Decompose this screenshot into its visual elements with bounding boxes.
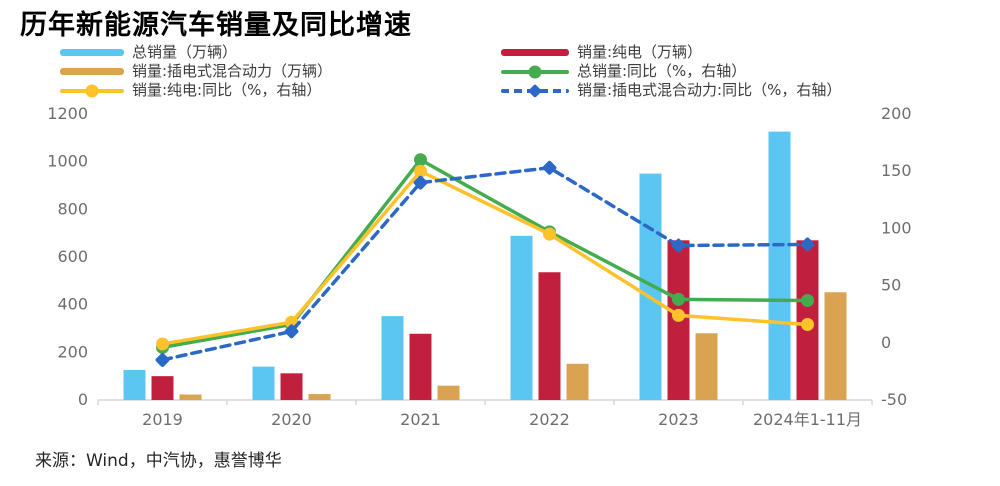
- legend-item-bev-yoy: 销量:纯电:同比（%，右轴）: [60, 82, 321, 99]
- bar-total-2020: [252, 366, 275, 400]
- x-axis-label-2020: 2020: [271, 410, 312, 429]
- bar-bev-2020: [280, 373, 303, 400]
- left-axis-label-200: 200: [57, 342, 88, 361]
- marker-phev_yoy-2019: [155, 353, 170, 367]
- line-total_yoy: [160, 158, 810, 350]
- bar-total-2022: [510, 235, 533, 400]
- marker-bev_yoy-2023: [672, 308, 685, 322]
- bar-total-2021: [381, 316, 404, 400]
- legend-line-swatch-total-yoy: [501, 63, 569, 80]
- x-axis-label-2021: 2021: [400, 410, 441, 429]
- bar-phev-2024年1-11月: [824, 292, 847, 400]
- marker-phev_yoy-2023: [671, 238, 686, 253]
- x-axis-label-2024年1-11月: 2024年1-11月: [753, 410, 862, 429]
- bar-bev-2022: [538, 272, 561, 400]
- bar-phev-2019: [179, 394, 202, 400]
- bar-total-2019: [123, 369, 146, 400]
- circle-marker-icon: [528, 65, 542, 78]
- sales-growth-combo-chart: 0 200 400 600 800 1000 1200 -50 0 50 100 150 200 2019…: [47, 104, 912, 429]
- legend-label-bev-yoy: 销量:纯电:同比（%，右轴）: [132, 81, 322, 99]
- marker-total_yoy-2023: [672, 292, 685, 306]
- bar-bev-2021: [409, 333, 432, 400]
- legend-bar-swatch-total: [60, 49, 124, 56]
- marker-bev_yoy-2021: [414, 164, 427, 178]
- bar-bev-2019: [151, 376, 174, 400]
- left-axis-label-0: 0: [78, 390, 88, 409]
- marker-total_yoy-2024年1-11月: [801, 293, 814, 307]
- legend-bar-swatch-bev: [501, 49, 569, 56]
- left-axis-label-1000: 1000: [47, 152, 88, 171]
- line-bev_yoy: [160, 169, 810, 346]
- legend-item-total-sales: 总销量（万辆）: [60, 44, 237, 61]
- bar-phev-2023: [695, 333, 718, 400]
- source-note: 来源：Wind，中汽协，惠誉博华: [35, 451, 282, 471]
- legend-item-bev-sales: 销量:纯电（万辆）: [501, 44, 702, 61]
- legend-line-swatch-bev-yoy: [60, 82, 124, 99]
- right-axis-label-200: 200: [881, 104, 912, 123]
- bar-phev-2022: [566, 363, 589, 400]
- marker-bev_yoy-2024年1-11月: [801, 317, 814, 331]
- legend-label-total-yoy: 总销量:同比（%，右轴）: [577, 62, 747, 80]
- marker-bev_yoy-2019: [156, 337, 169, 351]
- x-axis-label-2023: 2023: [658, 410, 699, 429]
- legend-line-swatch-phev-yoy: [501, 82, 569, 99]
- legend-item-total-yoy: 总销量:同比（%，右轴）: [501, 63, 746, 80]
- marker-phev_yoy-2020: [284, 324, 299, 339]
- left-axis-label-400: 400: [57, 295, 88, 314]
- right-axis-label--50: -50: [881, 390, 907, 409]
- legend-label-bev-sales: 销量:纯电（万辆）: [577, 43, 703, 61]
- marker-phev_yoy-2024年1-11月: [800, 237, 815, 252]
- right-axis-label-100: 100: [881, 218, 912, 237]
- bar-total-2023: [639, 173, 662, 400]
- x-axis-label-2019: 2019: [142, 410, 183, 429]
- bar-phev-2021: [437, 385, 460, 400]
- legend-label-total-sales: 总销量（万辆）: [132, 43, 238, 61]
- right-axis-label-50: 50: [881, 276, 901, 295]
- right-axis-label-150: 150: [881, 161, 912, 180]
- marker-phev_yoy-2022: [542, 160, 557, 175]
- circle-marker-icon: [85, 84, 99, 97]
- legend-item-phev-yoy: 销量:插电式混合动力:同比（%，右轴）: [501, 82, 841, 99]
- x-axis-label-2022: 2022: [529, 410, 570, 429]
- line-phev_yoy: [160, 166, 810, 362]
- left-axis-label-1200: 1200: [47, 104, 88, 123]
- marker-bev_yoy-2022: [543, 227, 556, 241]
- legend-bar-swatch-phev: [60, 68, 124, 75]
- legend-label-phev-yoy: 销量:插电式混合动力:同比（%，右轴）: [577, 81, 842, 99]
- marker-phev_yoy-2021: [413, 175, 428, 190]
- bar-phev-2020: [308, 394, 331, 400]
- marker-total_yoy-2021: [414, 153, 427, 167]
- left-axis-label-600: 600: [57, 247, 88, 266]
- legend-label-phev-sales: 销量:插电式混合动力（万辆）: [132, 62, 333, 80]
- right-axis-label-0: 0: [881, 333, 891, 352]
- legend-item-phev-sales: 销量:插电式混合动力（万辆）: [60, 63, 332, 80]
- bar-total-2024年1-11月: [768, 131, 791, 401]
- left-axis-label-800: 800: [57, 199, 88, 218]
- chart-title: 历年新能源汽车销量及同比增速: [20, 10, 412, 41]
